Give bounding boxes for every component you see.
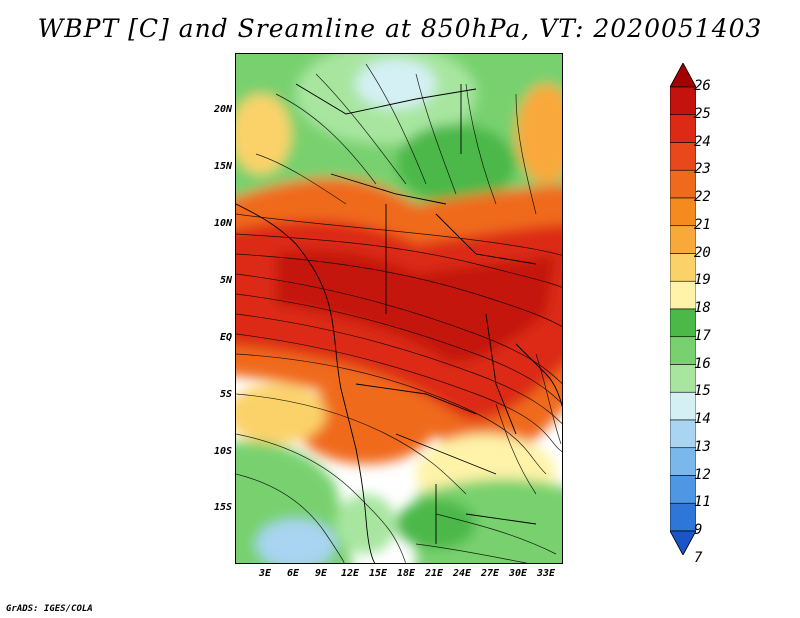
map-panel	[235, 53, 563, 564]
colorbar-label: 17	[694, 327, 711, 344]
colorbar-bottom-triangle	[669, 530, 697, 556]
colorbar-label: 16	[694, 355, 711, 372]
colorbar-segment	[669, 280, 697, 310]
colorbar-label: 11	[694, 494, 711, 511]
colorbar-label: 23	[694, 161, 711, 178]
colorbar-segment	[669, 169, 697, 199]
colorbar-segment	[669, 364, 697, 393]
colorbar-label: 21	[694, 216, 711, 233]
x-tick-label: 15E	[368, 568, 388, 579]
colorbar-label: 12	[694, 466, 711, 483]
colorbar-label: 14	[694, 411, 711, 427]
x-tick-label: 24E	[452, 568, 472, 579]
y-tick-label: 15S	[213, 502, 232, 513]
y-tick-label: 15N	[213, 161, 232, 172]
colorbar-label: 9	[694, 522, 703, 538]
colorbar-segment	[669, 336, 697, 365]
colorbar-segment	[669, 114, 697, 143]
streamlines	[236, 63, 562, 563]
colorbar-segment	[669, 86, 697, 116]
credit-text: GrADS: IGES/COLA	[6, 604, 93, 614]
colorbar-segment	[669, 419, 697, 449]
colorbar-label: 25	[694, 105, 711, 122]
x-tick-label: 30E	[508, 568, 528, 579]
y-tick-label: 20N	[213, 104, 232, 115]
colorbar-segment	[669, 197, 697, 227]
boundaries	[236, 83, 562, 563]
colorbar-segment	[669, 225, 697, 254]
colorbar-label: 26	[694, 78, 711, 94]
colorbar-graphic	[669, 62, 697, 556]
colorbar-label: 22	[694, 189, 711, 205]
y-tick-label: 10S	[213, 446, 232, 457]
x-tick-label: 9E	[314, 568, 328, 579]
y-tick-label: 5N	[219, 275, 232, 286]
colorbar-segment	[669, 391, 697, 421]
x-tick-label: 27E	[480, 568, 500, 579]
colorbar-segment	[669, 502, 697, 532]
colorbar	[669, 62, 697, 556]
colorbar-top-triangle	[669, 62, 697, 88]
colorbar-label: 15	[694, 383, 711, 400]
x-tick-label: 3E	[258, 568, 272, 579]
wbpt-field	[236, 54, 562, 563]
colorbar-label: 7	[694, 549, 703, 566]
x-tick-label: 21E	[424, 568, 444, 579]
x-tick-label: 18E	[396, 568, 416, 579]
chart-title: WBPT [C] and Sreamline at 850hPa, VT: 20…	[37, 14, 763, 43]
colorbar-label: 20	[694, 244, 711, 261]
colorbar-segment	[669, 308, 697, 338]
colorbar-label: 13	[694, 438, 711, 455]
x-tick-label: 6E	[286, 568, 300, 579]
colorbar-segment	[669, 142, 697, 171]
colorbar-label: 24	[694, 133, 711, 150]
y-tick-label: EQ	[219, 332, 232, 343]
x-tick-label: 12E	[340, 568, 360, 579]
x-tick-label: 33E	[536, 568, 556, 579]
y-tick-label: 10N	[213, 218, 232, 229]
colorbar-label: 18	[694, 300, 711, 316]
colorbar-label: 19	[694, 272, 711, 289]
y-tick-label: 5S	[219, 389, 232, 400]
colorbar-segment	[669, 253, 697, 282]
colorbar-segment	[669, 447, 697, 476]
colorbar-segment	[669, 475, 697, 504]
